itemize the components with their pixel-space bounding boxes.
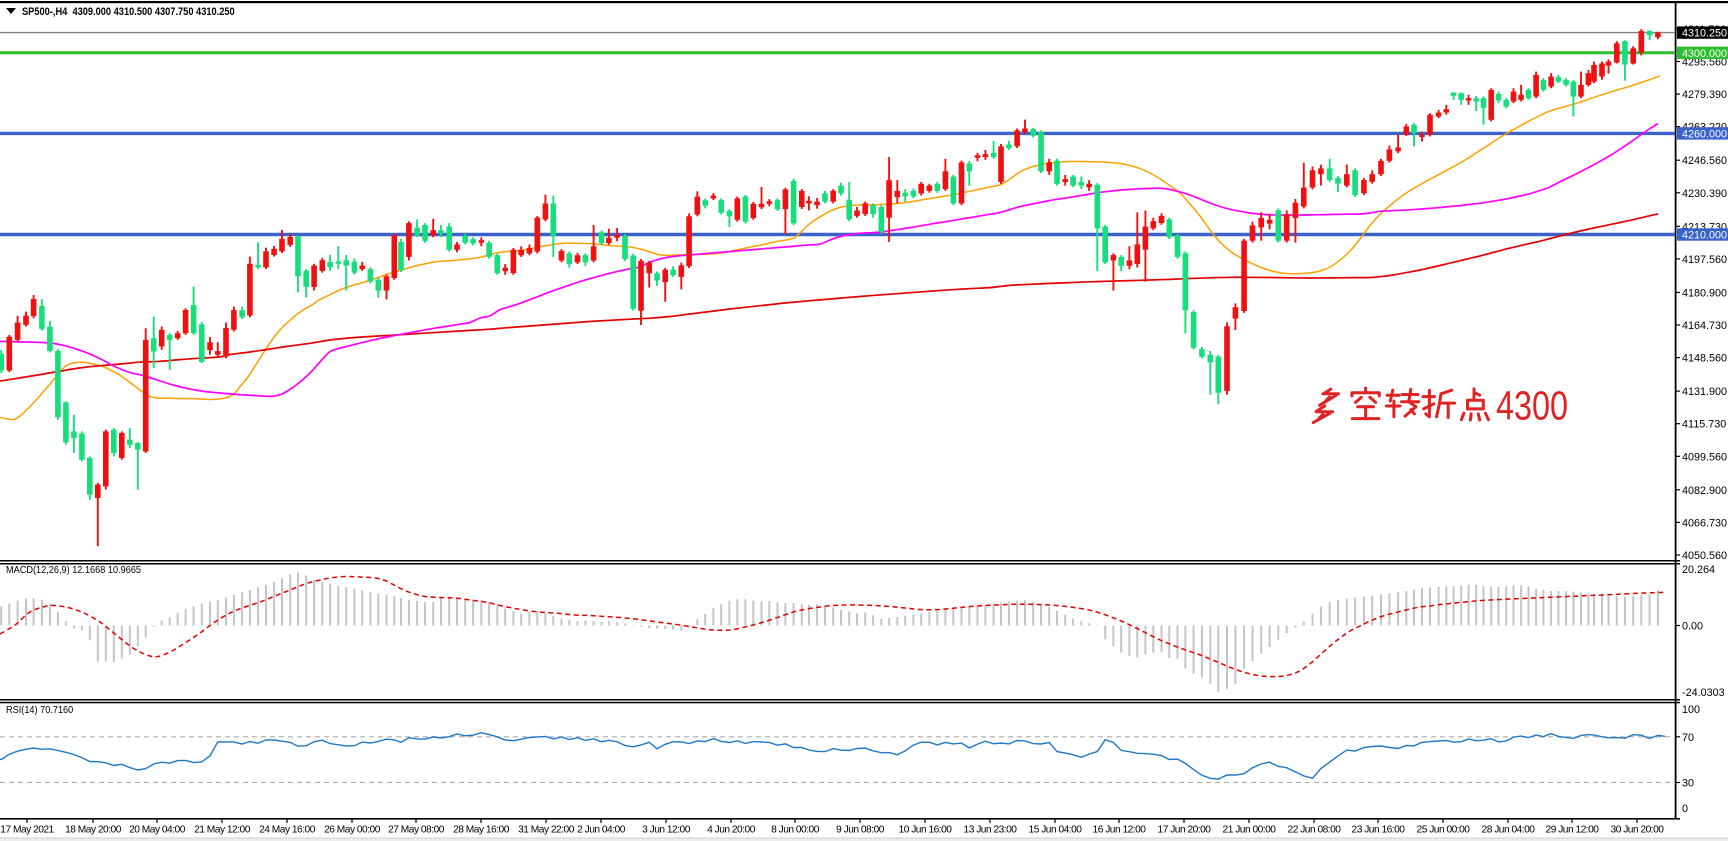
svg-text:17 Jun 20:00: 17 Jun 20:00 bbox=[1158, 825, 1212, 836]
svg-text:2 Jun 04:00: 2 Jun 04:00 bbox=[577, 825, 626, 836]
svg-text:4115.730: 4115.730 bbox=[1682, 419, 1726, 431]
svg-text:4310.250: 4310.250 bbox=[1682, 28, 1727, 40]
svg-text:21 May 12:00: 21 May 12:00 bbox=[194, 825, 251, 836]
svg-text:4 Jun 20:00: 4 Jun 20:00 bbox=[707, 825, 756, 836]
svg-text:3 Jun 12:00: 3 Jun 12:00 bbox=[642, 825, 691, 836]
svg-text:29 Jun 12:00: 29 Jun 12:00 bbox=[1546, 825, 1600, 836]
svg-text:24 May 16:00: 24 May 16:00 bbox=[259, 825, 316, 836]
svg-text:4300.000: 4300.000 bbox=[1682, 48, 1727, 60]
svg-text:4082.900: 4082.900 bbox=[1682, 485, 1727, 497]
svg-text:4131.900: 4131.900 bbox=[1682, 386, 1727, 398]
svg-text:4164.730: 4164.730 bbox=[1682, 320, 1727, 332]
svg-text:-24.0303: -24.0303 bbox=[1682, 687, 1725, 699]
svg-text:23 Jun 16:00: 23 Jun 16:00 bbox=[1352, 825, 1406, 836]
svg-text:70: 70 bbox=[1682, 732, 1694, 744]
svg-text:30 Jun 20:00: 30 Jun 20:00 bbox=[1611, 825, 1665, 836]
svg-text:4246.560: 4246.560 bbox=[1682, 155, 1727, 167]
svg-text:22 Jun 08:00: 22 Jun 08:00 bbox=[1288, 825, 1342, 836]
svg-text:9 Jun 08:00: 9 Jun 08:00 bbox=[836, 825, 885, 836]
svg-text:8 Jun 00:00: 8 Jun 00:00 bbox=[771, 825, 820, 836]
svg-text:4180.900: 4180.900 bbox=[1682, 287, 1727, 299]
svg-text:28 May 16:00: 28 May 16:00 bbox=[453, 825, 510, 836]
svg-text:18 May 20:00: 18 May 20:00 bbox=[65, 825, 122, 836]
svg-text:21 Jun 00:00: 21 Jun 00:00 bbox=[1223, 825, 1277, 836]
svg-text:10 Jun 16:00: 10 Jun 16:00 bbox=[899, 825, 953, 836]
svg-text:MACD(12,26,9) 12.1668 10.9665: MACD(12,26,9) 12.1668 10.9665 bbox=[6, 565, 141, 577]
svg-text:15 Jun 04:00: 15 Jun 04:00 bbox=[1029, 825, 1083, 836]
svg-text:20.264: 20.264 bbox=[1682, 564, 1715, 576]
svg-text:4230.390: 4230.390 bbox=[1682, 188, 1727, 200]
svg-text:4210.000: 4210.000 bbox=[1682, 230, 1727, 242]
svg-text:17 May 2021: 17 May 2021 bbox=[0, 825, 54, 836]
svg-text:0: 0 bbox=[1682, 803, 1688, 815]
svg-text:4066.730: 4066.730 bbox=[1682, 517, 1727, 529]
svg-text:4148.560: 4148.560 bbox=[1682, 353, 1727, 365]
svg-text:16 Jun 12:00: 16 Jun 12:00 bbox=[1093, 825, 1147, 836]
svg-text:30: 30 bbox=[1682, 778, 1694, 790]
svg-text:26 May 00:00: 26 May 00:00 bbox=[324, 825, 381, 836]
svg-text:0.00: 0.00 bbox=[1682, 621, 1703, 633]
svg-text:4279.390: 4279.390 bbox=[1682, 89, 1727, 101]
svg-text:4295.560: 4295.560 bbox=[1682, 57, 1727, 69]
svg-text:4050.560: 4050.560 bbox=[1682, 550, 1727, 562]
svg-text:28 Jun 04:00: 28 Jun 04:00 bbox=[1482, 825, 1536, 836]
svg-text:4300: 4300 bbox=[1496, 383, 1568, 428]
svg-text:20 May 04:00: 20 May 04:00 bbox=[129, 825, 186, 836]
svg-text:SP500-,H4 4309.000 4310.500 4: SP500-,H4 4309.000 4310.500 4307.750 431… bbox=[22, 6, 235, 18]
svg-text:25 Jun 00:00: 25 Jun 00:00 bbox=[1417, 825, 1471, 836]
svg-text:100: 100 bbox=[1682, 704, 1700, 716]
svg-text:4099.560: 4099.560 bbox=[1682, 451, 1727, 463]
svg-text:4260.000: 4260.000 bbox=[1682, 128, 1727, 140]
svg-text:4197.560: 4197.560 bbox=[1682, 254, 1727, 266]
svg-text:27 May 08:00: 27 May 08:00 bbox=[388, 825, 445, 836]
svg-text:31 May 22:00: 31 May 22:00 bbox=[518, 825, 575, 836]
svg-text:13 Jun 23:00: 13 Jun 23:00 bbox=[964, 825, 1018, 836]
svg-text:RSI(14) 70.7160: RSI(14) 70.7160 bbox=[6, 705, 74, 717]
